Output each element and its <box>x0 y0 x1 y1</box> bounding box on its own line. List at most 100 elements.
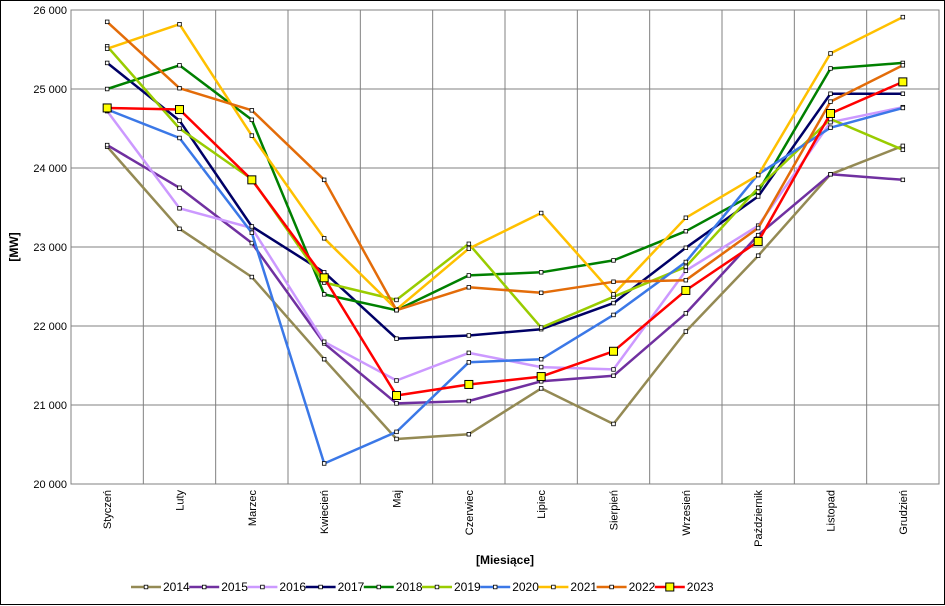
data-point <box>104 86 110 92</box>
data-point <box>683 259 689 265</box>
x-tick-label: Styczeń <box>102 490 114 529</box>
data-point <box>321 356 327 362</box>
y-tick-label: 23 000 <box>33 242 67 254</box>
x-tick-label: Listopad <box>826 490 838 532</box>
data-point <box>611 292 616 297</box>
series-line <box>106 106 904 465</box>
data-point <box>826 108 835 118</box>
data-point <box>683 277 689 283</box>
legend-marker <box>201 584 207 590</box>
data-point <box>177 118 182 123</box>
grid-lines <box>71 10 939 484</box>
data-point <box>466 273 472 278</box>
data-point <box>538 364 544 370</box>
series-line <box>106 15 904 311</box>
legend-marker <box>376 584 381 590</box>
data-point <box>177 86 182 91</box>
x-tick-labels: Styczeń Luty Marzec Kwiecień Maj Czerwiec Lipi… <box>102 490 910 547</box>
data-point <box>177 135 182 141</box>
legend-marker <box>260 584 265 590</box>
legend-item-2015: 2015 <box>189 580 248 594</box>
data-point <box>249 230 255 235</box>
series-line <box>106 61 903 340</box>
data-point <box>177 206 182 211</box>
data-point <box>755 225 761 231</box>
data-point <box>611 258 616 263</box>
data-point <box>898 77 908 87</box>
data-point <box>104 142 110 148</box>
data-point <box>466 432 472 437</box>
data-point <box>104 19 110 25</box>
x-tick-label: Grudzień <box>898 490 910 535</box>
data-point <box>102 103 112 113</box>
data-point <box>249 108 255 113</box>
series-line <box>106 20 904 312</box>
data-point <box>900 63 906 68</box>
series-lines <box>102 14 908 466</box>
legend-label: 2016 <box>279 580 306 594</box>
data-point <box>900 147 906 153</box>
legend-item-2014: 2014 <box>131 580 190 594</box>
legend-item-2018: 2018 <box>363 580 423 594</box>
data-point <box>394 378 399 383</box>
data-point <box>683 245 689 250</box>
data-point <box>611 367 616 372</box>
series-line <box>106 61 903 312</box>
data-point <box>681 285 691 295</box>
x-tick-label: Luty <box>175 490 187 511</box>
legend-label: 2022 <box>629 580 656 594</box>
y-tick-labels: 20 000 21 000 22 000 23 000 24 000 25 000 26 0… <box>33 5 67 491</box>
data-point <box>392 391 401 401</box>
data-point <box>466 398 472 404</box>
data-point <box>466 350 472 356</box>
legend-label: 2020 <box>512 580 539 594</box>
data-point <box>611 312 616 318</box>
data-point <box>249 240 255 246</box>
data-point <box>828 51 833 56</box>
y-axis-title: [MW] <box>7 232 21 261</box>
data-point <box>321 177 327 183</box>
data-point <box>394 307 399 313</box>
data-point <box>466 246 472 251</box>
y-tick-label: 24 000 <box>33 163 67 175</box>
legend-label: 2023 <box>687 580 714 594</box>
data-point <box>464 379 474 389</box>
x-tick-label: Lipiec <box>536 490 548 519</box>
data-point <box>321 461 327 466</box>
data-point <box>538 386 544 391</box>
data-point <box>466 285 472 290</box>
series-line <box>106 45 904 329</box>
series-2022 <box>104 19 906 313</box>
data-point <box>538 325 544 330</box>
data-point <box>177 22 182 27</box>
x-tick-label: Sierpień <box>609 490 621 530</box>
legend-item-2019: 2019 <box>422 580 481 594</box>
y-tick-label: 20 000 <box>33 479 67 491</box>
legend-label: 2019 <box>454 580 481 594</box>
legend-item-2020: 2020 <box>480 580 539 594</box>
legend-item-2022: 2022 <box>596 580 656 594</box>
data-point <box>828 99 833 104</box>
data-point <box>538 290 544 296</box>
data-point <box>900 177 906 183</box>
data-point <box>828 172 833 177</box>
data-point <box>755 232 761 238</box>
data-point <box>683 329 689 334</box>
legend-item-2023: 2023 <box>654 580 714 594</box>
data-point <box>900 91 906 96</box>
data-point <box>394 336 399 341</box>
legend-marker <box>318 584 323 590</box>
legend-label: 2021 <box>570 580 597 594</box>
legend-label: 2017 <box>338 580 365 594</box>
data-point <box>175 105 184 115</box>
x-tick-label: Październik <box>753 490 765 547</box>
y-tick-label: 22 000 <box>33 321 67 333</box>
data-point <box>683 268 689 273</box>
data-point <box>177 63 182 68</box>
legend-label: 2018 <box>396 580 423 594</box>
x-tick-label: Czerwiec <box>464 490 476 536</box>
data-point <box>611 279 616 284</box>
series-2021 <box>104 14 906 312</box>
legend-marker <box>551 584 556 590</box>
data-point <box>755 253 761 258</box>
